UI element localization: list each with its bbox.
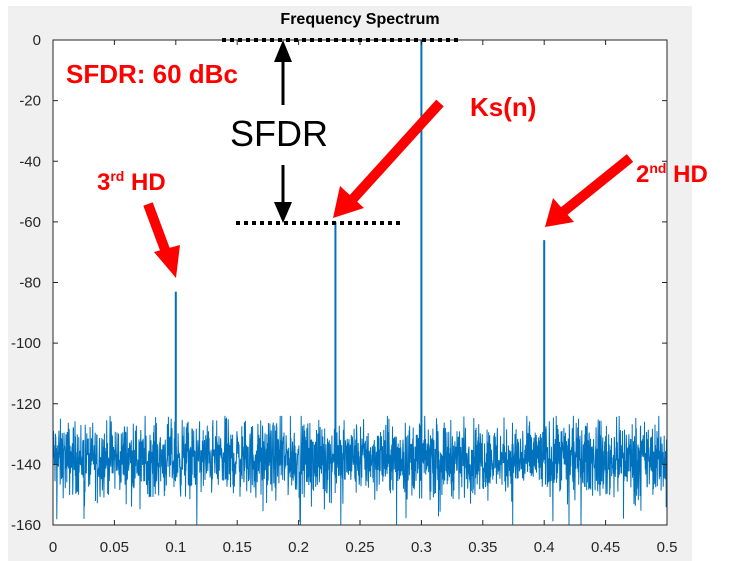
sfdr-value-label: SFDR: 60 dBc	[66, 59, 238, 89]
hd2-suffix: HD	[666, 161, 707, 188]
x-tick-label: 0.2	[288, 539, 309, 556]
down-arrow-icon	[274, 202, 292, 223]
ks-annotation: Ks(n)	[333, 92, 536, 218]
x-tick-label: 0	[49, 539, 57, 556]
hd3-superscript: rd	[110, 168, 124, 184]
hd3-arrow-shaft	[143, 202, 172, 257]
sfdr-annotation: SFDR SFDR: 60 dBc	[66, 38, 462, 225]
y-tick-label: -80	[19, 275, 41, 292]
ks-label: Ks(n)	[470, 92, 536, 122]
ks-arrow-icon	[333, 186, 364, 218]
sfdr-label: SFDR	[230, 113, 328, 154]
y-tick-label: 0	[33, 32, 41, 49]
ks-arrow-shaft	[348, 99, 444, 204]
x-tick-label: 0.35	[468, 539, 497, 556]
y-tick-label: -100	[11, 335, 41, 352]
hd3-suffix: HD	[124, 169, 165, 196]
x-tick-label: 0.5	[657, 539, 678, 556]
peaks-series	[174, 40, 546, 459]
hd2-superscript: nd	[649, 160, 666, 176]
hd3-label: 3rd HD	[97, 168, 166, 196]
hd2-arrow-icon	[545, 198, 574, 227]
noise-floor-series	[52, 415, 668, 526]
y-tick-label: -20	[19, 93, 41, 110]
hd3-number: 3	[97, 169, 110, 196]
x-tick-label: 0.3	[411, 539, 432, 556]
x-tick-label: 0.15	[223, 539, 252, 556]
x-tick-label: 0.05	[100, 539, 129, 556]
hd2-arrow-shaft	[559, 154, 634, 216]
noise-floor-line	[52, 415, 668, 526]
chart-title: Frequency Spectrum	[280, 11, 439, 28]
y-tick-label: -40	[19, 153, 41, 170]
y-tick-label: -60	[19, 214, 41, 231]
x-tick-label: 0.4	[534, 539, 555, 556]
x-tick-label: 0.25	[345, 539, 374, 556]
x-tick-label: 0.1	[165, 539, 186, 556]
y-axis: 0 -20 -40 -60 -80 -100 -120 -140 -160	[11, 32, 667, 534]
hd2-number: 2	[636, 161, 649, 188]
x-tick-label: 0.45	[591, 539, 620, 556]
hd2-annotation: 2nd HD	[545, 154, 708, 227]
hd3-annotation: 3rd HD	[97, 168, 180, 278]
hd3-arrow-icon	[154, 245, 180, 278]
y-tick-label: -140	[11, 456, 41, 473]
y-tick-label: -120	[11, 396, 41, 413]
x-axis: 0 0.05 0.1 0.15 0.2 0.25 0.3 0.35 0.4 0.45 0.5	[49, 40, 678, 556]
up-arrow-icon	[274, 40, 292, 62]
hd2-label: 2nd HD	[636, 160, 708, 188]
y-tick-label: -160	[11, 517, 41, 534]
